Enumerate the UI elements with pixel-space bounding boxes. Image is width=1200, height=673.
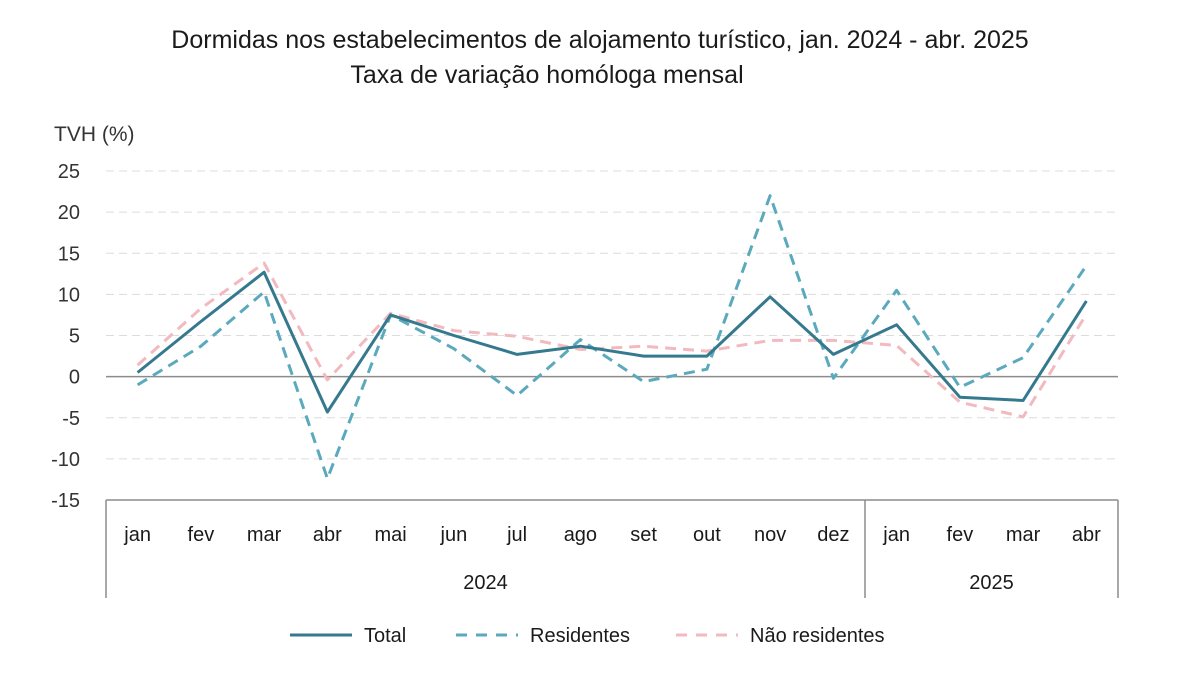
legend-label: Total — [364, 625, 406, 647]
series-line-não-residentes — [136, 261, 1088, 419]
x-tick-label: jan — [123, 524, 151, 546]
x-tick-label: fev — [947, 524, 974, 546]
year-group-label: 2025 — [969, 572, 1014, 594]
x-tick-label: jun — [440, 524, 468, 546]
year-group-label: 2024 — [463, 572, 508, 594]
y-tick-label: 10 — [58, 284, 80, 306]
legend-label: Residentes — [530, 625, 630, 647]
gridlines — [106, 170, 1118, 460]
y-tick-labels: 25 20 15 10 5 0 -5 -10 -15 — [51, 161, 80, 512]
y-tick-label: 20 — [58, 202, 80, 224]
x-tick-label: mar — [1006, 524, 1041, 546]
y-tick-label: -10 — [51, 449, 80, 471]
x-tick-label: jul — [506, 524, 527, 546]
legend: Total Residentes Não residentes — [290, 625, 885, 647]
x-tick-label: abr — [1072, 524, 1101, 546]
chart-title: Dormidas nos estabelecimentos de alojame… — [171, 26, 1028, 54]
x-tick-label: set — [630, 524, 657, 546]
x-tick-label: abr — [313, 524, 342, 546]
x-tick-label: nov — [754, 524, 786, 546]
x-axis: jan fev mar abr mai jun jul ago set out nov dez jan f… — [105, 499, 1119, 598]
y-tick-label: 25 — [58, 161, 80, 183]
x-tick-label: dez — [817, 524, 849, 546]
y-tick-label: 5 — [69, 326, 80, 348]
series-line-total — [136, 270, 1088, 414]
x-tick-label: jan — [882, 524, 910, 546]
x-tick-label: ago — [564, 524, 597, 546]
y-tick-label: -15 — [51, 490, 80, 512]
chart-subtitle: Taxa de variação homóloga mensal — [350, 61, 743, 89]
y-tick-label: 0 — [69, 367, 80, 389]
series-lines — [136, 194, 1088, 481]
legend-label: Não residentes — [750, 625, 885, 647]
x-tick-label: mar — [247, 524, 282, 546]
x-tick-label: out — [693, 524, 721, 546]
series-line-residentes — [136, 194, 1088, 481]
y-tick-label: 15 — [58, 243, 80, 265]
x-tick-label: mai — [375, 524, 407, 546]
y-axis-label: TVH (%) — [54, 123, 135, 146]
x-tick-label: fev — [188, 524, 215, 546]
y-tick-label: -5 — [62, 408, 80, 430]
